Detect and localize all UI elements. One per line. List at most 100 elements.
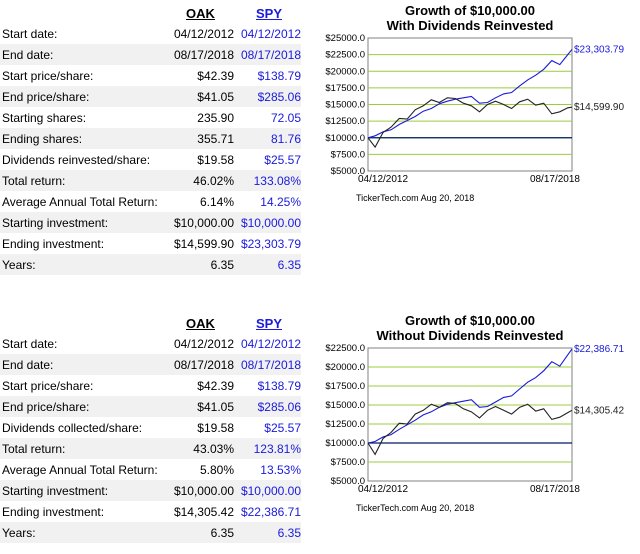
stats-row: Ending investment: $14,599.90 $23,303.79 [0, 233, 301, 254]
stat-label: Years: [0, 522, 167, 543]
oak-value: $41.05 [167, 396, 237, 417]
chart-footer: TickerTech.com Aug 20, 2018 [356, 503, 474, 513]
y-tick-label: $10000.0 [325, 438, 365, 449]
stats-row: Dividends reinvested/share: $19.58 $25.57 [0, 149, 301, 170]
y-tick-label: $15000.0 [325, 400, 365, 411]
spy-value: 14.25% [260, 194, 301, 209]
stat-label: Dividends reinvested/share: [2, 152, 151, 167]
x-start-label: 04/12/2012 [358, 174, 408, 185]
y-tick-label: $5000.0 [331, 166, 365, 177]
spy-value: 08/17/2018 [237, 44, 301, 65]
stat-label: Average Annual Total Return: [2, 462, 158, 477]
spy-value: 04/12/2012 [240, 336, 301, 351]
y-tick-label: $12500.0 [325, 116, 365, 127]
stat-label: Total return: [0, 170, 167, 191]
stats-row: End price/share: $41.05 $285.06 [0, 86, 301, 107]
stats-row: Average Annual Total Return: 5.80% 13.53% [0, 459, 301, 480]
stat-label: Start price/share: [2, 378, 94, 393]
x-start-label: 04/12/2012 [358, 484, 408, 495]
stats-row: Ending investment: $14,305.42 $22,386.71 [0, 501, 301, 522]
stat-label: End price/share: [0, 396, 167, 417]
spy-value: $10,000.00 [237, 480, 301, 501]
oak-value: $19.58 [197, 420, 234, 435]
oak-value: 04/12/2012 [173, 336, 234, 351]
stat-label: Ending investment: [2, 236, 105, 251]
stat-label: Starting shares: [2, 110, 87, 125]
spy-value: 04/12/2012 [240, 26, 301, 41]
spy-value: $285.06 [237, 86, 301, 107]
stats-table: OAK SPY Start date: 04/12/2012 04/12/2012 … [0, 3, 301, 275]
oak-value: 355.71 [167, 128, 237, 149]
stat-label: Ending shares: [0, 128, 167, 149]
spy-value: $23,303.79 [240, 236, 301, 251]
stats-row: End date: 08/17/2018 08/17/2018 [0, 354, 301, 375]
stat-label: End date: [0, 44, 167, 65]
spy-value: $138.79 [257, 378, 301, 393]
oak-value: 6.14% [199, 194, 234, 209]
spy-end-label: $23,303.79 [574, 44, 624, 55]
y-tick-label: $17500.0 [325, 381, 365, 392]
stat-label: Average Annual Total Return: [2, 194, 158, 209]
stat-label: Starting investment: [0, 480, 167, 501]
stat-label: Start date: [2, 26, 58, 41]
spy-ticker-link[interactable]: SPY [255, 5, 282, 21]
stats-row: Years: 6.35 6.35 [0, 254, 301, 275]
chart-title-line: Growth of $10,000.00 [404, 3, 536, 18]
y-tick-label: $7500.0 [331, 149, 365, 160]
oak-series-line [367, 97, 573, 149]
oak-value: 6.35 [167, 522, 237, 543]
y-tick-label: $20000.0 [325, 362, 365, 373]
stats-header-row: OAK SPY [0, 313, 301, 333]
oak-end-label: $14,305.42 [574, 405, 624, 416]
spy-value: $25.57 [264, 420, 301, 435]
spy-value: $25.57 [264, 152, 301, 167]
oak-ticker-link[interactable]: OAK [186, 5, 215, 21]
spy-value: 133.08% [237, 170, 301, 191]
stats-row: Total return: 46.02% 133.08% [0, 170, 301, 191]
chart-title: Growth of $10,000.00 With Dividends Rein… [300, 3, 640, 33]
spy-value: 81.76 [237, 128, 301, 149]
oak-value: 5.80% [199, 462, 234, 477]
stats-row: Total return: 43.03% 123.81% [0, 438, 301, 459]
oak-ticker-link[interactable]: OAK [186, 315, 215, 331]
chart-title-line: Growth of $10,000.00 [404, 313, 536, 328]
spy-value: 08/17/2018 [237, 354, 301, 375]
spy-value: $138.79 [257, 68, 301, 83]
stats-row: Start price/share: $42.39 $138.79 [0, 375, 301, 396]
oak-value: $10,000.00 [167, 480, 237, 501]
chart-subtitle: Without Dividends Reinvested [376, 328, 564, 343]
oak-value: 04/12/2012 [173, 26, 234, 41]
y-tick-label: $15000.0 [325, 100, 365, 111]
oak-value: $14,599.90 [173, 236, 234, 251]
growth-chart-with-dividends: $5000.0 $7500.0 $10000.0 $12500.0 $15000.0 $1… [325, 33, 624, 203]
stat-label: Total return: [0, 438, 167, 459]
oak-value: 235.90 [197, 110, 234, 125]
stats-row: Starting investment: $10,000.00 $10,000.00 [0, 212, 301, 233]
spy-value: $10,000.00 [237, 212, 301, 233]
growth-chart-without-dividends: $5000.0 $7500.0 $10000.0 $12500.0 $15000.0 $1… [325, 343, 624, 513]
oak-value: $41.05 [167, 86, 237, 107]
y-tick-label: $7500.0 [331, 457, 365, 468]
y-tick-label: $10000.0 [325, 133, 365, 144]
y-tick-label: $12500.0 [325, 419, 365, 430]
oak-value: 08/17/2018 [167, 354, 237, 375]
x-end-label: 08/17/2018 [530, 174, 580, 185]
spy-value: 13.53% [260, 462, 301, 477]
y-tick-label: $22500.0 [325, 50, 365, 61]
stats-row: Start price/share: $42.39 $138.79 [0, 65, 301, 86]
stats-row: Dividends collected/share: $19.58 $25.57 [0, 417, 301, 438]
stats-table: OAK SPY Start date: 04/12/2012 04/12/2012 … [0, 313, 301, 543]
y-tick-label: $22500.0 [325, 343, 365, 354]
stats-row: Ending shares: 355.71 81.76 [0, 128, 301, 149]
stats-header-row: OAK SPY [0, 3, 301, 23]
oak-series-line [367, 402, 573, 456]
spy-ticker-link[interactable]: SPY [255, 315, 282, 331]
spy-value: 123.81% [237, 438, 301, 459]
oak-value: $14,305.42 [173, 504, 234, 519]
oak-value: $19.58 [197, 152, 234, 167]
stat-label: Start price/share: [2, 68, 94, 83]
stats-row: Starting shares: 235.90 72.05 [0, 107, 301, 128]
spy-end-label: $22,386.71 [574, 344, 624, 355]
spy-value: $22,386.71 [240, 504, 301, 519]
oak-value: 08/17/2018 [167, 44, 237, 65]
